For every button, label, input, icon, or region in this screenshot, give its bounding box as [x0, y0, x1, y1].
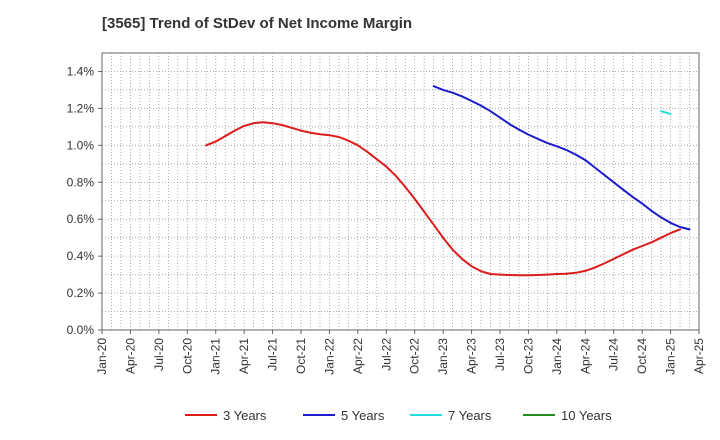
y-tick-label: 1.4% [67, 64, 95, 78]
y-tick-label: 1.0% [67, 138, 95, 152]
x-tick-label: Apr-23 [465, 338, 479, 374]
x-tick-label: Apr-22 [351, 338, 365, 374]
plot-frame [101, 52, 700, 331]
x-tick-label: Oct-24 [635, 338, 649, 374]
grid-lines [102, 53, 699, 330]
series-line-5-years [432, 85, 691, 231]
series-lines [205, 85, 691, 277]
legend-label: 5 Years [341, 408, 385, 423]
legend-label: 3 Years [223, 408, 267, 423]
x-tick-label: Jan-20 [95, 338, 109, 375]
x-tick-label: Jul-20 [152, 338, 166, 371]
x-tick-label: Oct-22 [408, 338, 422, 374]
x-tick-label: Apr-20 [123, 338, 137, 374]
chart-title: [3565] Trend of StDev of Net Income Marg… [102, 15, 412, 32]
series-line-7-years [660, 110, 672, 115]
y-tick-label: 0.6% [67, 212, 95, 226]
x-tick-label: Jul-23 [493, 338, 507, 371]
x-tick-label: Oct-23 [521, 338, 535, 374]
x-tick-label: Jan-22 [322, 338, 336, 375]
legend: 3 Years 5 Years 7 Years 10 Years [185, 408, 612, 423]
y-tick-label: 0.8% [67, 175, 95, 189]
x-tick-label: Jul-21 [266, 338, 280, 371]
x-tick-label: Apr-24 [578, 338, 592, 374]
series-line-3-years [205, 121, 681, 277]
x-tick-label: Jan-21 [209, 338, 223, 375]
x-tick-label: Apr-25 [692, 338, 706, 374]
legend-label: 7 Years [448, 408, 492, 423]
x-tick-label: Jul-24 [607, 338, 621, 371]
legend-label: 10 Years [561, 408, 612, 423]
y-axis: 0.0% 0.2% 0.4% 0.6% 0.8% 1.0% 1.2% 1.4% [67, 64, 102, 337]
plot-area [102, 53, 699, 330]
x-tick-label: Jan-23 [436, 338, 450, 375]
y-tick-label: 1.2% [67, 101, 95, 115]
y-tick-label: 0.4% [67, 249, 95, 263]
y-tick-label: 0.0% [67, 323, 95, 337]
y-tick-label: 0.2% [67, 286, 95, 300]
x-tick-label: Oct-21 [294, 338, 308, 374]
x-tick-label: Jul-22 [379, 338, 393, 371]
x-tick-label: Jan-24 [550, 338, 564, 375]
x-axis: Jan-20 Apr-20 Jul-20 Oct-20 Jan-21 Apr-21 Jul-… [95, 330, 706, 375]
x-tick-label: Jan-25 [664, 338, 678, 375]
x-tick-label: Apr-21 [237, 338, 251, 374]
x-tick-label: Oct-20 [180, 338, 194, 374]
